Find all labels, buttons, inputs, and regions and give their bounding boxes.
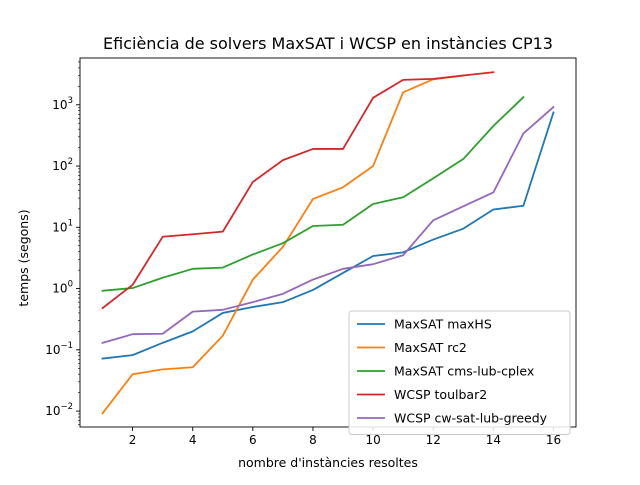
series-line-0 <box>101 111 555 360</box>
legend-label-1: MaxSAT rc2 <box>394 340 467 355</box>
y-tick-label: 10−1 <box>45 341 73 357</box>
x-tick-label: 12 <box>426 433 441 447</box>
axes-frame <box>79 57 577 428</box>
y-tick-label: 102 <box>52 157 73 173</box>
series-line-3 <box>101 71 495 310</box>
series-line-1 <box>101 74 465 415</box>
chart-title: Eficiència de solvers MaxSAT i WCSP en i… <box>103 34 553 53</box>
y-axis-label: temps (segons) <box>16 209 31 306</box>
x-tick-label: 10 <box>365 433 380 447</box>
series-line-4 <box>101 105 555 344</box>
x-axis-label: nombre d'instàncies resoltes <box>238 455 418 470</box>
series-line-2 <box>101 95 525 292</box>
x-tick-label: 14 <box>486 433 501 447</box>
legend-label-0: MaxSAT maxHS <box>394 317 492 332</box>
y-tick-label: 10−2 <box>45 402 73 418</box>
x-tick-label: 16 <box>546 433 561 447</box>
legend-label-4: WCSP cw-sat-lub-greedy <box>394 411 548 426</box>
y-tick-label-base: 10 <box>52 282 67 296</box>
y-tick-label-exponent: −1 <box>60 341 73 351</box>
y-tick-label-base: 10 <box>45 343 60 357</box>
y-tick-label-base: 10 <box>45 404 60 418</box>
x-tick-label: 2 <box>129 433 137 447</box>
y-tick-label-base: 10 <box>52 98 67 112</box>
x-tick-label: 6 <box>249 433 257 447</box>
y-tick-label-exponent: 0 <box>68 280 73 290</box>
y-tick-label-exponent: 2 <box>68 157 73 167</box>
legend-label-3: WCSP toulbar2 <box>394 387 487 402</box>
legend: MaxSAT maxHS MaxSAT rc2 MaxSAT cms-lub-cpl… <box>348 310 571 435</box>
legend-box <box>348 310 571 435</box>
y-tick-label: 101 <box>52 218 73 234</box>
y-tick-label: 103 <box>52 96 73 112</box>
y-tick-label: 100 <box>52 280 73 296</box>
y-tick-label-exponent: −2 <box>60 402 73 412</box>
x-tick-label: 4 <box>189 433 197 447</box>
y-tick-label-base: 10 <box>52 159 67 173</box>
y-tick-label-exponent: 3 <box>68 96 73 106</box>
y-tick-label-base: 10 <box>52 220 67 234</box>
legend-label-2: MaxSAT cms-lub-cplex <box>394 364 534 379</box>
x-tick-label: 8 <box>309 433 317 447</box>
y-tick-label-exponent: 1 <box>68 218 73 228</box>
